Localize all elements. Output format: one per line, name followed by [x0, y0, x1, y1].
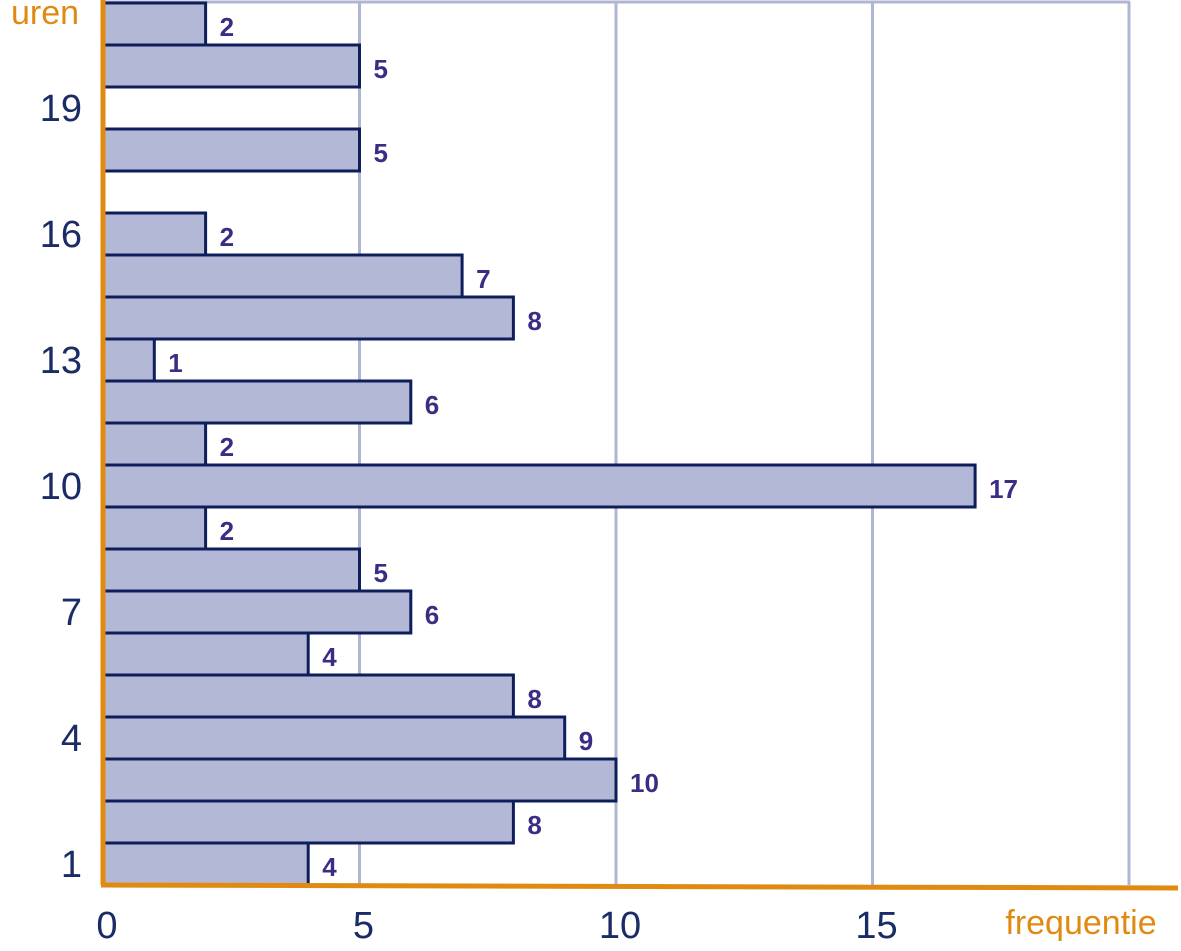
data-label-18: 5	[374, 138, 388, 168]
x-tick-label-0: 0	[96, 905, 117, 946]
bar-3	[101, 757, 618, 803]
bar-5	[101, 673, 515, 719]
data-label-2: 8	[527, 810, 541, 840]
bar-8	[101, 547, 361, 593]
y-tick-label-16: 16	[40, 214, 82, 256]
bar-2	[101, 799, 515, 845]
data-label-21: 2	[220, 12, 234, 42]
y-tick-label-19: 19	[40, 88, 82, 130]
y-tick-label-13: 13	[40, 340, 82, 382]
x-axis-title: frequentie	[1005, 904, 1156, 942]
bar-15	[101, 253, 464, 299]
data-label-9: 2	[220, 516, 234, 546]
bar-16	[101, 211, 208, 257]
bar-18	[101, 127, 361, 173]
data-label-20: 5	[374, 54, 388, 84]
data-label-8: 5	[374, 558, 388, 588]
bar-6	[101, 631, 310, 677]
data-label-3: 10	[630, 768, 659, 798]
bar-11	[101, 421, 208, 467]
data-labels: 4 8 10 9 8 4 6 5 2 17 2 6 1 8 7 2 5 5 2	[168, 12, 1018, 882]
x-tick-label-15: 15	[855, 905, 897, 946]
data-label-13: 1	[168, 348, 182, 378]
bar-1	[101, 841, 310, 887]
data-label-1: 4	[322, 852, 337, 882]
data-label-7: 6	[425, 600, 439, 630]
x-axis-line	[100, 882, 1179, 891]
bar-4	[101, 715, 567, 761]
data-label-15: 7	[476, 264, 490, 294]
y-tick-label-4: 4	[61, 718, 82, 760]
data-label-14: 8	[527, 306, 541, 336]
data-label-4: 9	[579, 726, 593, 756]
x-tick-label-5: 5	[353, 905, 374, 946]
bar-9	[101, 505, 208, 551]
bar-20	[101, 43, 361, 89]
bar-13	[101, 337, 156, 383]
data-label-16: 2	[220, 222, 234, 252]
y-tick-label-10: 10	[40, 466, 82, 508]
bar-21	[101, 1, 208, 47]
y-axis-title: uren	[11, 0, 79, 32]
data-label-5: 8	[527, 684, 541, 714]
bar-7	[101, 589, 413, 635]
x-tick-label-10: 10	[599, 905, 641, 946]
y-tick-label-1: 1	[61, 844, 82, 886]
axes	[100, 0, 1179, 891]
data-label-10: 17	[989, 474, 1018, 504]
bar-12	[101, 379, 413, 425]
data-label-12: 6	[425, 390, 439, 420]
y-tick-label-7: 7	[61, 592, 82, 634]
data-label-11: 2	[220, 432, 234, 462]
bar-10	[101, 463, 977, 509]
data-label-6: 4	[322, 642, 337, 672]
bar-14	[101, 295, 515, 341]
